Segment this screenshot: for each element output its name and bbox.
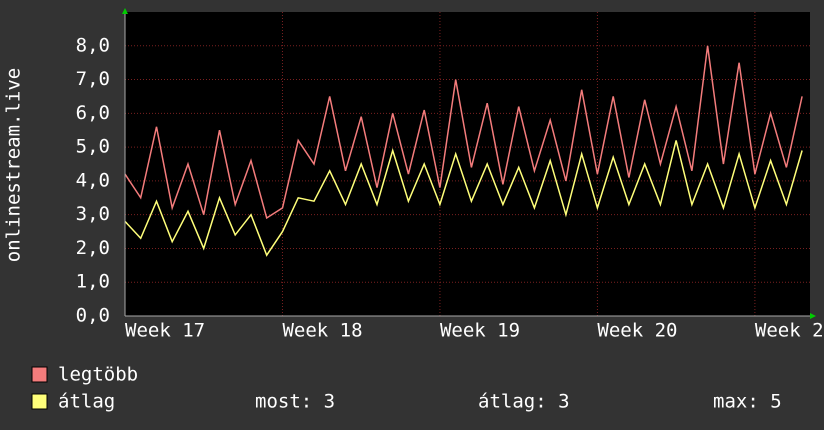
y-tick-label: 2,0	[76, 237, 110, 259]
stat: átlag: 3	[478, 391, 570, 413]
y-axis-label: onlinestream.live	[3, 68, 25, 262]
y-tick-label: 8,0	[76, 34, 110, 56]
legend-label: átlag	[58, 391, 115, 413]
x-tick-label: Week 18	[282, 320, 362, 342]
legend-label: legtöbb	[58, 364, 138, 386]
x-tick-label: Week 19	[440, 320, 520, 342]
x-tick-label: Week 21	[755, 320, 824, 342]
x-tick-label: Week 17	[125, 320, 205, 342]
y-tick-label: 0,0	[76, 305, 110, 327]
y-tick-label: 1,0	[76, 271, 110, 293]
plot-area	[125, 12, 810, 316]
series-line	[124, 45, 803, 220]
legend-swatch	[31, 393, 48, 410]
y-tick-label: 6,0	[76, 102, 110, 124]
axis-arrow	[122, 8, 128, 14]
stat: most: 3	[255, 391, 335, 413]
y-tick-label: 7,0	[76, 68, 110, 90]
legend-swatch	[31, 366, 48, 383]
y-tick-label: 4,0	[76, 169, 110, 191]
y-tick-label: 5,0	[76, 136, 110, 158]
axis-arrow	[810, 313, 816, 319]
stat: max: 5	[713, 391, 782, 413]
series-line	[124, 140, 803, 257]
y-tick-label: 3,0	[76, 203, 110, 225]
x-tick-label: Week 20	[597, 320, 677, 342]
